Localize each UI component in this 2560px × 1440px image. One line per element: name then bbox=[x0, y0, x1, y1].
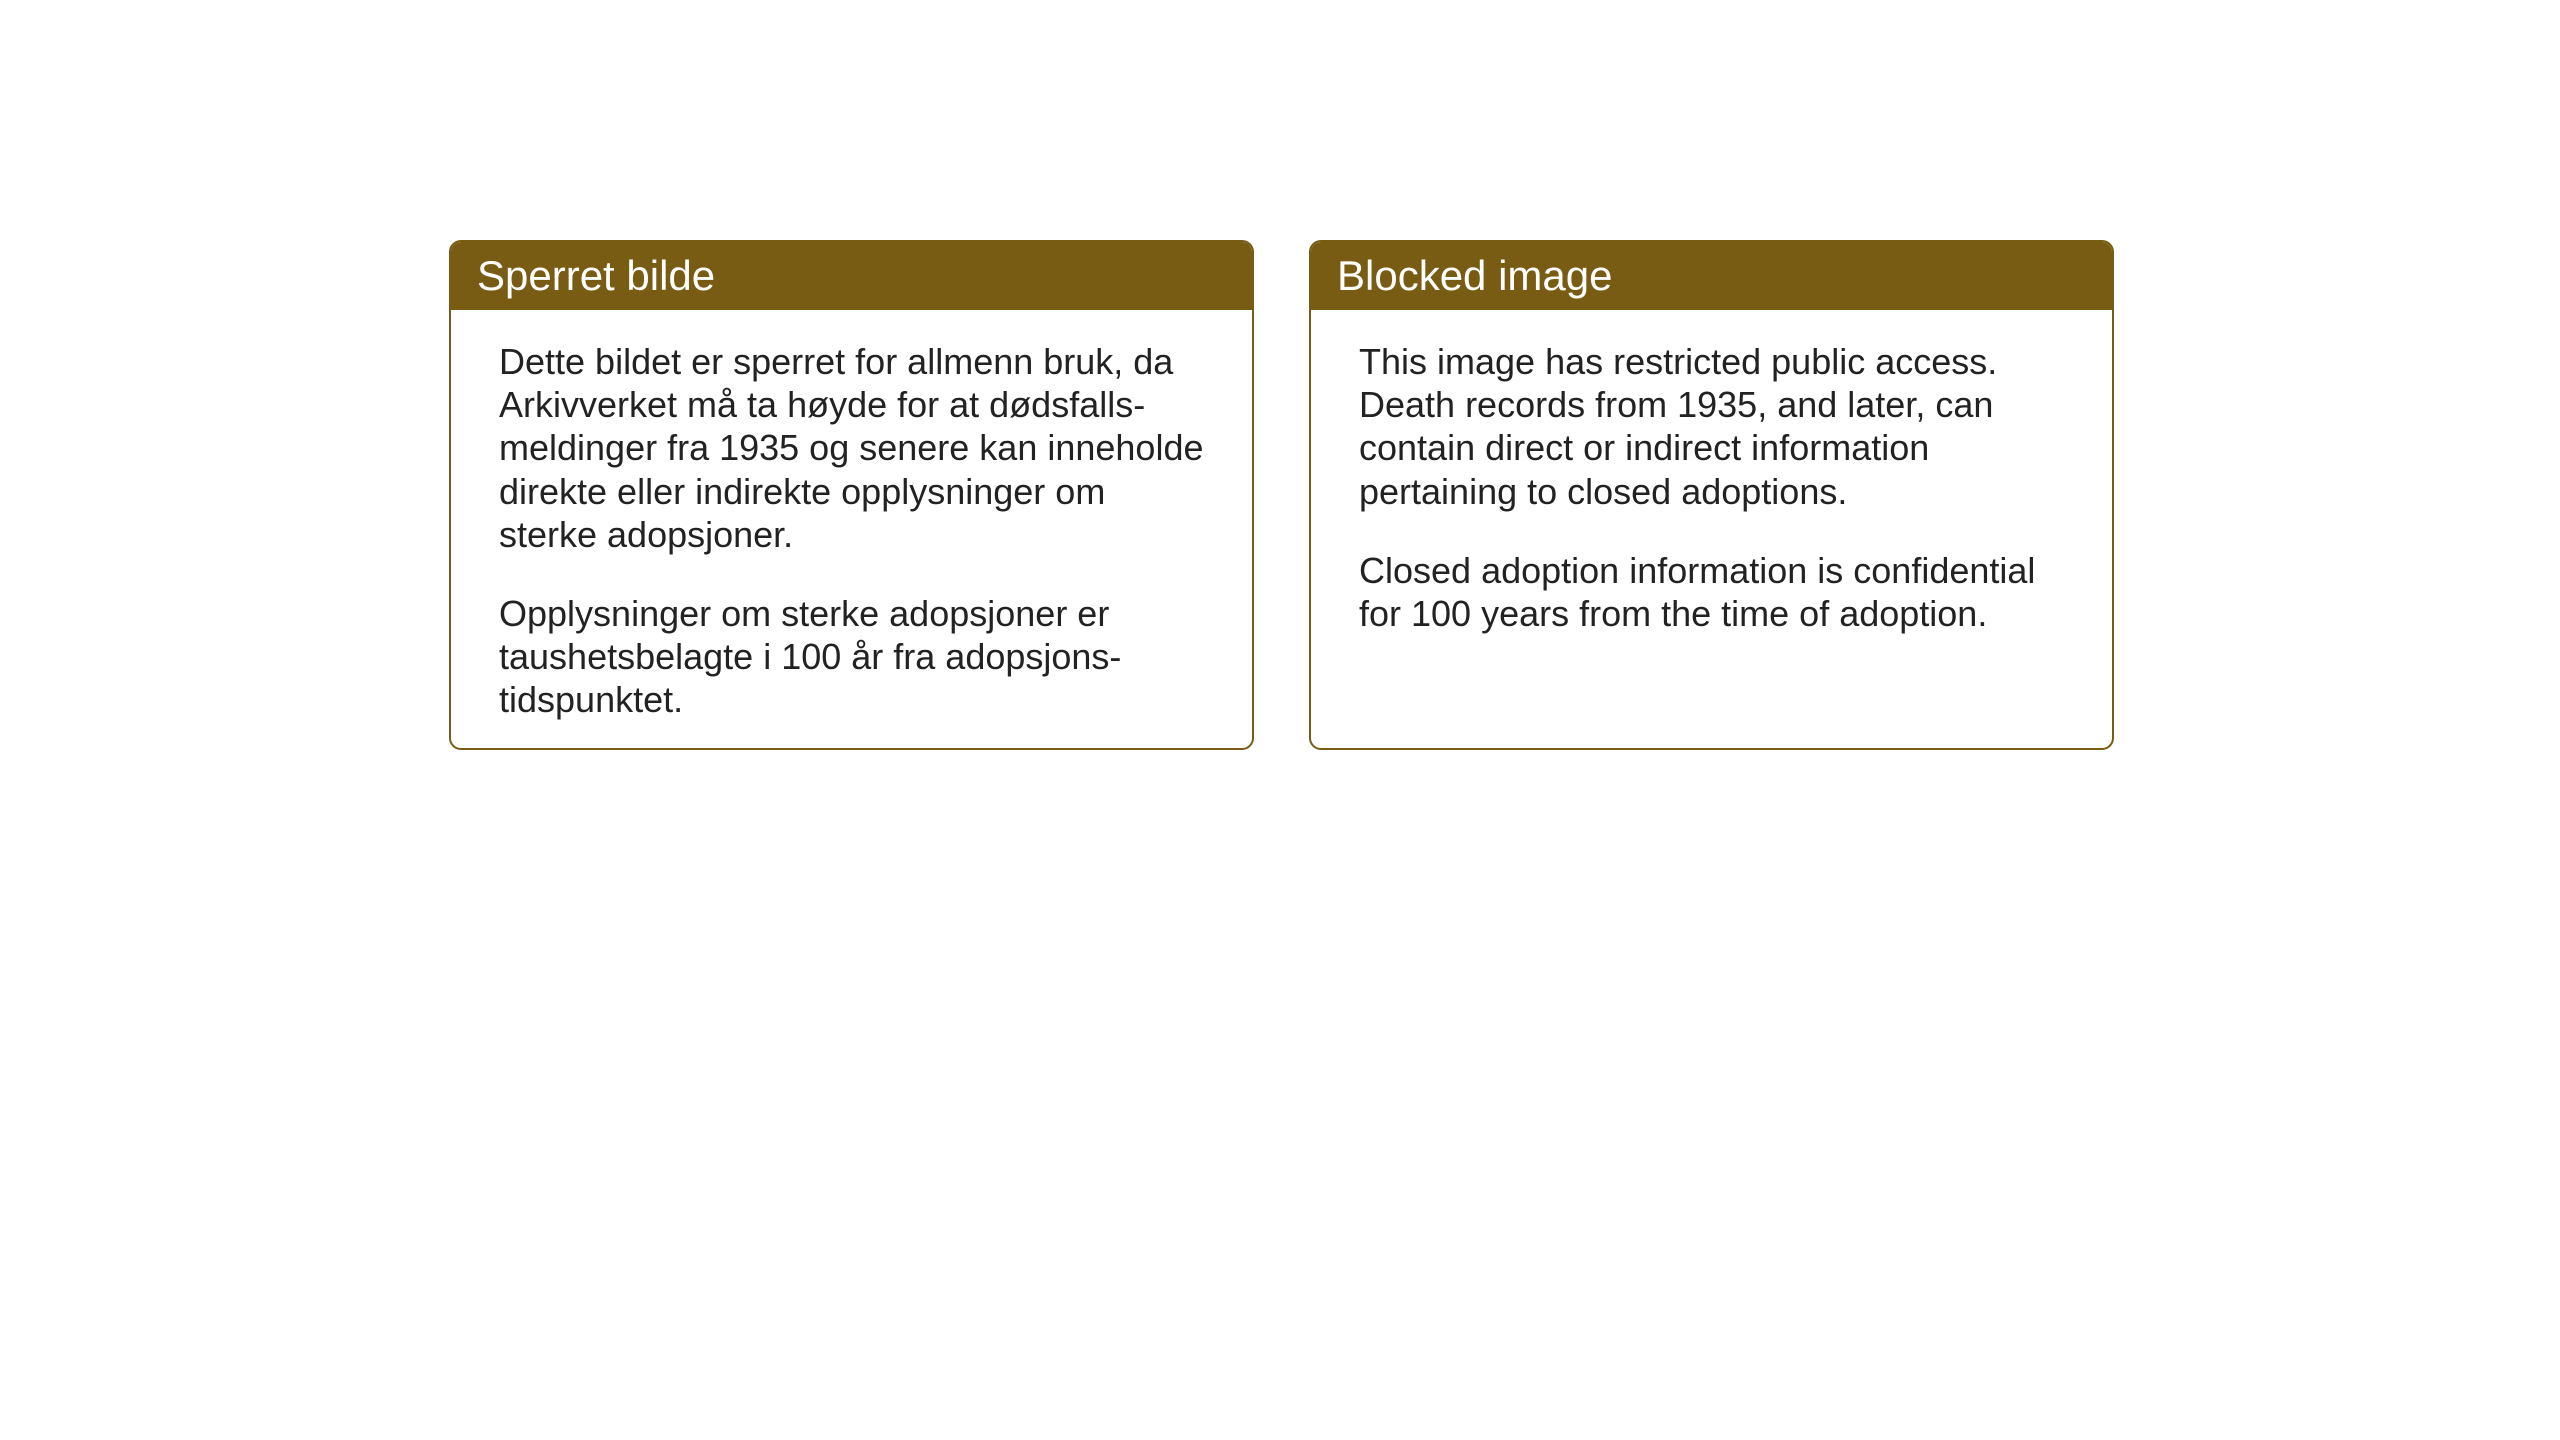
norwegian-panel-title: Sperret bilde bbox=[451, 242, 1252, 310]
norwegian-notice-panel: Sperret bilde Dette bildet er sperret fo… bbox=[449, 240, 1254, 750]
norwegian-paragraph-1: Dette bildet er sperret for allmenn bruk… bbox=[499, 340, 1204, 556]
english-paragraph-2: Closed adoption information is confident… bbox=[1359, 549, 2064, 635]
english-paragraph-1: This image has restricted public access.… bbox=[1359, 340, 2064, 513]
notice-panels-container: Sperret bilde Dette bildet er sperret fo… bbox=[449, 240, 2114, 750]
english-notice-panel: Blocked image This image has restricted … bbox=[1309, 240, 2114, 750]
norwegian-paragraph-2: Opplysninger om sterke adopsjoner er tau… bbox=[499, 592, 1204, 722]
norwegian-panel-body: Dette bildet er sperret for allmenn bruk… bbox=[451, 310, 1252, 750]
english-panel-title: Blocked image bbox=[1311, 242, 2112, 310]
english-panel-body: This image has restricted public access.… bbox=[1311, 310, 2112, 671]
